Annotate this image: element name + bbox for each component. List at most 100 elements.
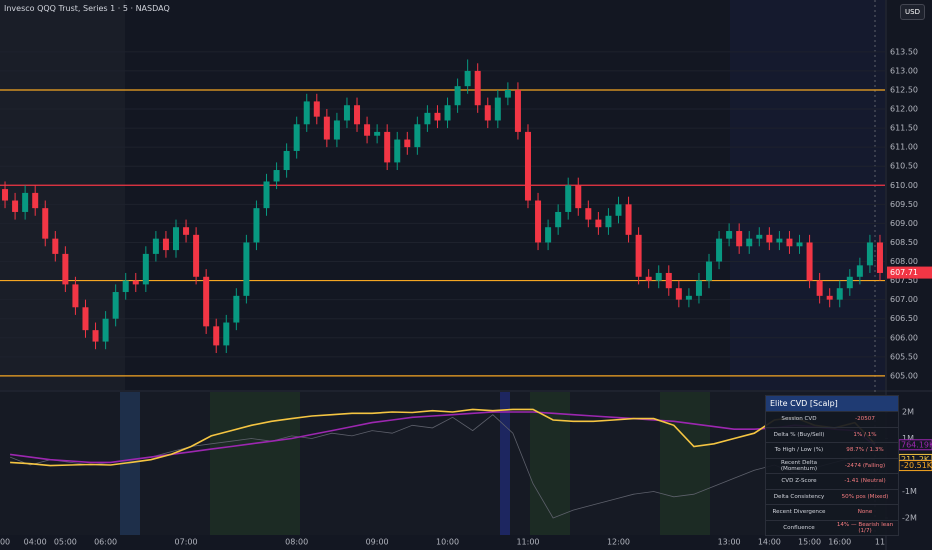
- y-tick-label: -1M: [902, 487, 917, 496]
- axis-tag: [898, 439, 932, 451]
- y-tick-label: 611.50: [890, 124, 918, 133]
- table-row: To High / Low (%) 98.7% / 1.3%: [766, 442, 898, 458]
- x-tick-label: 15:00: [798, 538, 821, 547]
- y-tick-label: 607.00: [890, 295, 918, 304]
- row-label: Delta % (Buy/Sell): [773, 431, 825, 438]
- x-tick-label: 11:00: [516, 538, 539, 547]
- candle-body: [112, 292, 119, 319]
- candle-body: [263, 181, 270, 209]
- candle-body: [816, 280, 823, 296]
- axis-tag: [898, 460, 932, 472]
- y-tick-label: 609.00: [890, 219, 918, 228]
- candle-body: [766, 234, 773, 243]
- candle-body: [374, 131, 381, 136]
- candle-body: [524, 131, 531, 201]
- candle-body: [343, 105, 350, 121]
- candle-body: [555, 211, 562, 228]
- candle-body: [52, 238, 59, 254]
- cvd-table: Elite CVD [Scalp] Session CVD -20507 Delta…: [765, 395, 899, 536]
- candle-body: [102, 318, 109, 342]
- candle-body: [736, 231, 743, 247]
- currency-button[interactable]: USD: [900, 4, 925, 20]
- symbol-title: Invesco QQQ Trust, Series 1 · 5 · NASDAQ: [4, 4, 170, 13]
- row-label: To High / Low (%): [774, 447, 824, 454]
- candle-body: [695, 280, 702, 296]
- shade: [500, 392, 510, 535]
- y-tick-label: 607.50: [890, 276, 918, 285]
- candle-body: [172, 227, 179, 251]
- row-label: Recent Divergence: [772, 509, 826, 516]
- candle-body: [836, 288, 843, 300]
- table-row: Session CVD -20507: [766, 411, 898, 427]
- x-tick-label: 11: [875, 538, 885, 547]
- row-label: CVD Z-Score: [781, 478, 817, 485]
- shade: [210, 392, 300, 535]
- candle-body: [92, 330, 99, 342]
- candle-body: [193, 234, 200, 277]
- candle-body: [585, 208, 592, 220]
- candle-body: [283, 150, 290, 171]
- table-row: Confluence 14% — Bearish lean (1/7): [766, 519, 898, 536]
- row-value: 14% — Bearish lean (1/7): [836, 521, 894, 534]
- candle-body: [806, 242, 813, 281]
- row-label: Delta Consistency: [773, 493, 825, 500]
- candle-body: [273, 170, 280, 182]
- candle-body: [464, 70, 471, 87]
- session-band: [730, 0, 885, 390]
- table-row: Recent Delta (Momentum) -2474 (Falling): [766, 457, 898, 474]
- row-value: 1% / 1%: [853, 431, 877, 438]
- candle-body: [756, 234, 763, 239]
- y-tick-label: 2M: [902, 408, 914, 417]
- candle-body: [354, 105, 361, 125]
- candle-body: [183, 227, 190, 235]
- candle-body: [655, 272, 662, 281]
- candle-body: [615, 204, 622, 216]
- candle-body: [494, 97, 501, 121]
- indicator-line: [9, 411, 876, 464]
- candle-body: [856, 265, 863, 277]
- candle-body: [786, 238, 793, 247]
- x-tick-label: 06:00: [94, 538, 117, 547]
- table-row: Delta Consistency 50% pos (Mixed): [766, 488, 898, 505]
- candle-body: [293, 124, 300, 151]
- candle-body: [746, 238, 753, 247]
- row-value: None: [857, 509, 873, 516]
- candle-body: [303, 101, 310, 125]
- table-row: Delta % (Buy/Sell) 1% / 1%: [766, 426, 898, 443]
- x-tick-label: 12:00: [607, 538, 630, 547]
- candle-body: [42, 208, 49, 239]
- x-tick-label: 08:00: [285, 538, 308, 547]
- candle-body: [545, 227, 552, 243]
- candle-body: [203, 276, 210, 327]
- candle-body: [675, 288, 682, 300]
- candle-body: [72, 284, 79, 308]
- candle-body: [253, 208, 260, 243]
- y-tick-label: 606.50: [890, 314, 918, 323]
- row-value: -2474 (Falling): [844, 462, 886, 469]
- candle-body: [826, 295, 833, 300]
- candle-body: [333, 120, 340, 140]
- candle-body: [2, 189, 9, 201]
- y-tick-label: 606.00: [890, 333, 918, 342]
- candle-body: [404, 139, 411, 148]
- candle-body: [776, 238, 783, 243]
- candle-body: [846, 276, 853, 289]
- axis-tag-label: 211.2K: [901, 455, 930, 464]
- candle-body: [605, 215, 612, 228]
- candle-body: [504, 89, 511, 98]
- candle-body: [454, 86, 461, 106]
- candle-body: [685, 295, 692, 300]
- shade: [530, 392, 570, 535]
- candle-body: [876, 242, 883, 273]
- row-label: Confluence: [783, 524, 815, 531]
- y-tick-label: 610.50: [890, 162, 918, 171]
- x-tick-label: 05:00: [54, 538, 77, 547]
- price-tag-label: 607.71: [890, 268, 918, 277]
- y-tick-label: 608.00: [890, 257, 918, 266]
- x-tick-label: 14:00: [758, 538, 781, 547]
- y-tick-label: 612.50: [890, 85, 918, 94]
- candle-body: [223, 322, 230, 346]
- row-value: -1.41 (Neutral): [844, 478, 886, 485]
- y-tick-label: 609.50: [890, 200, 918, 209]
